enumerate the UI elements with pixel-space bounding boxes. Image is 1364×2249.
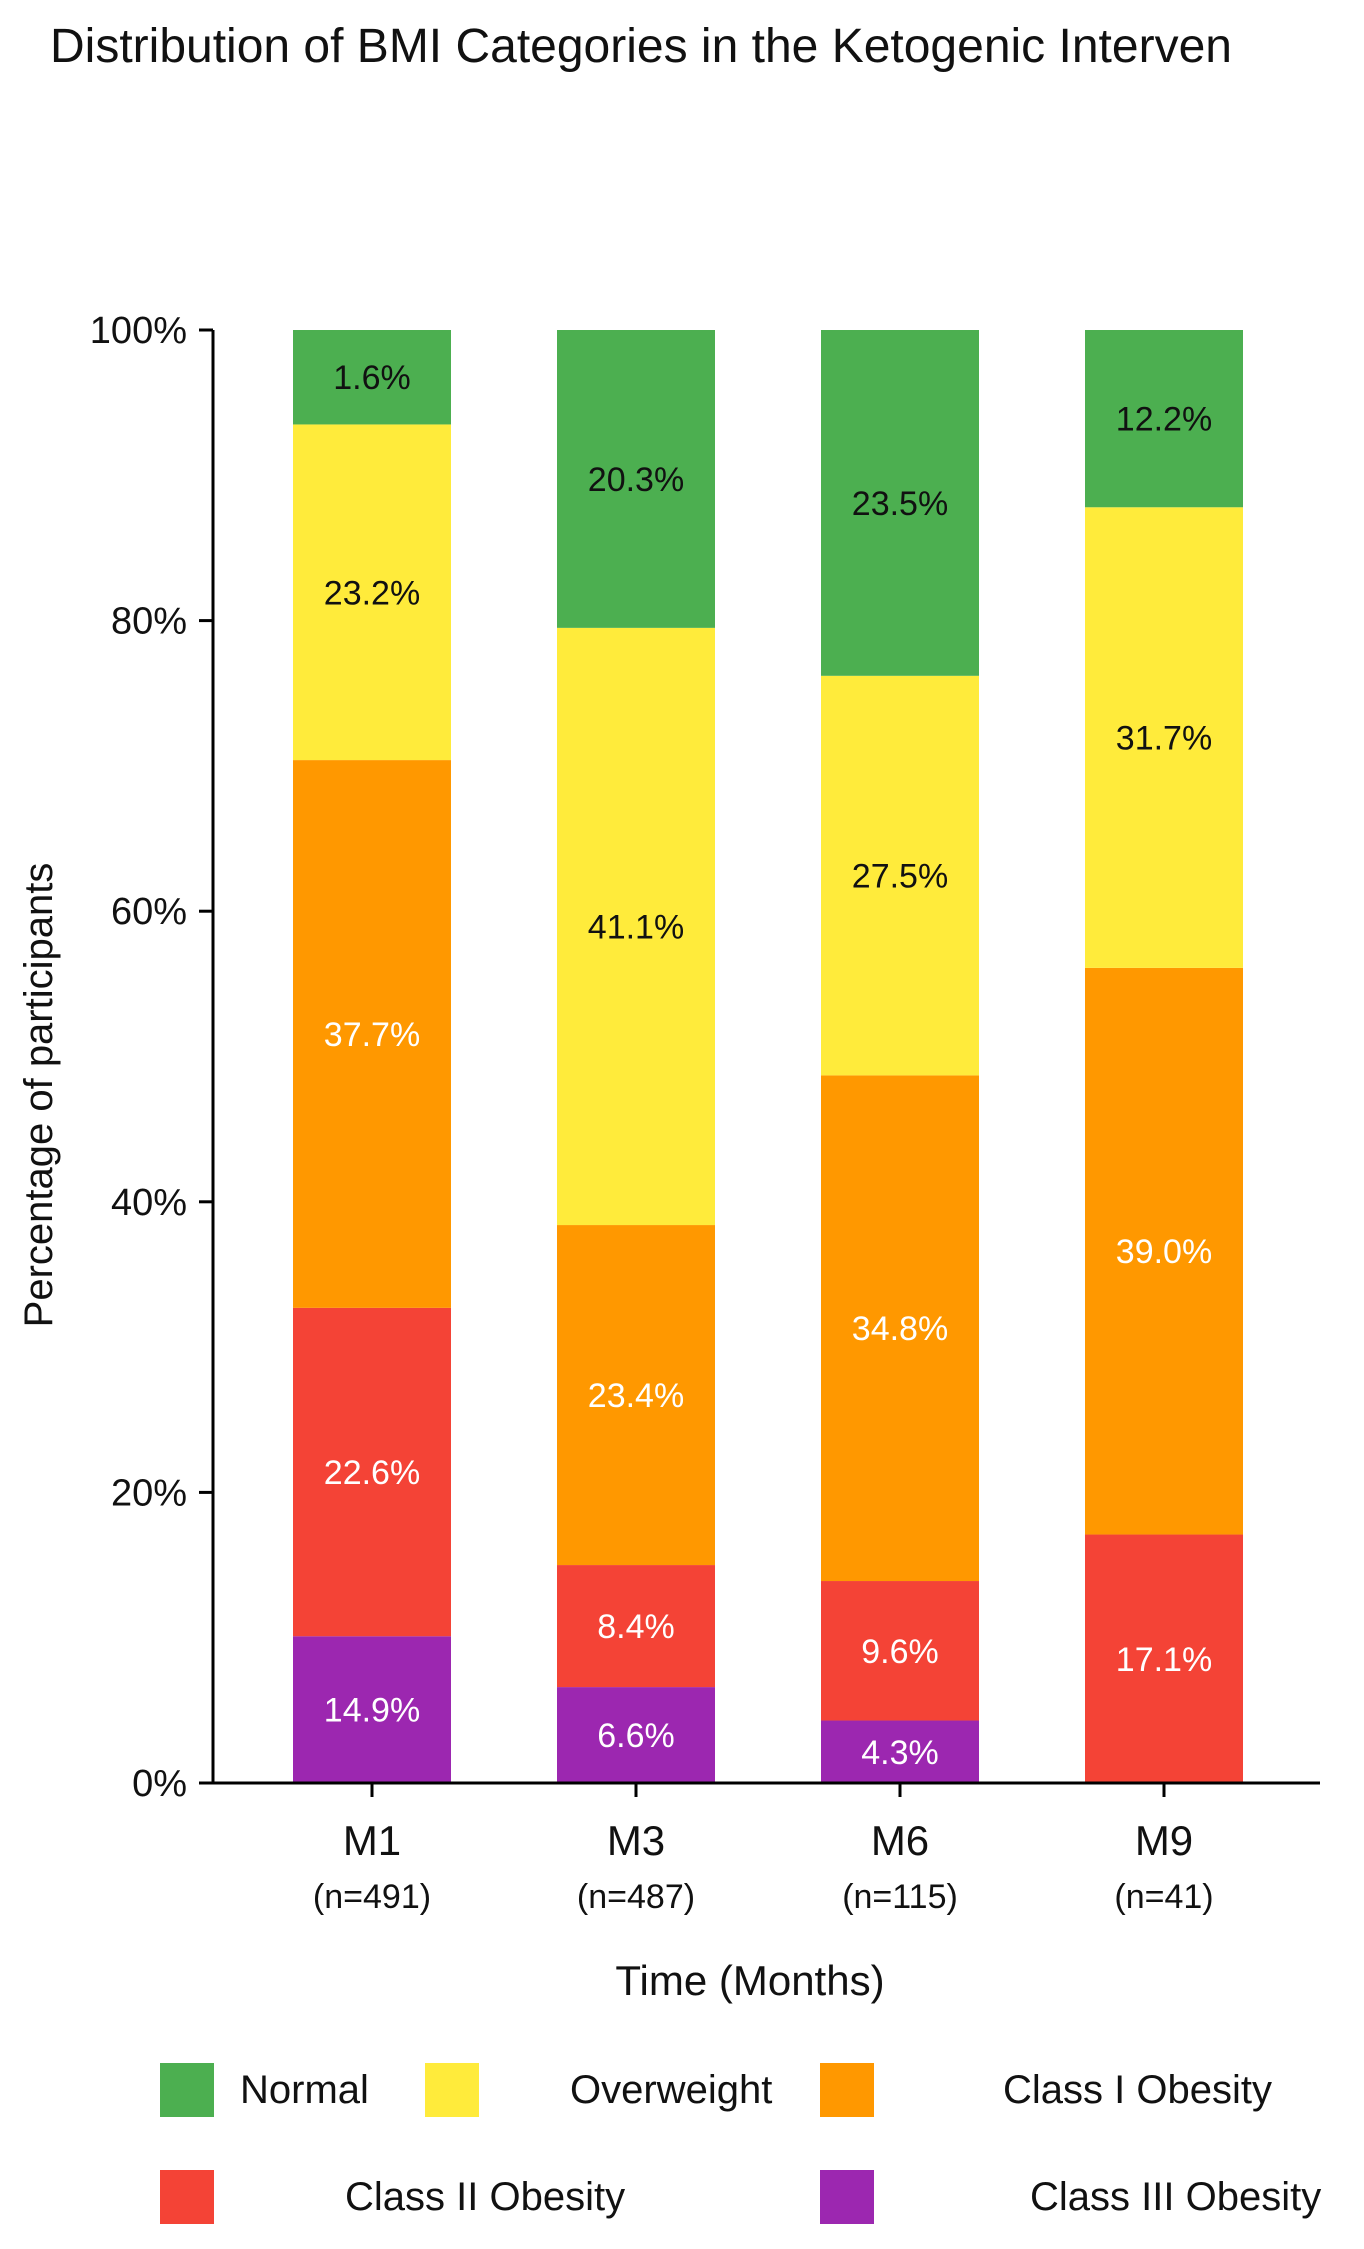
x-tick-sublabel-m3: (n=487)	[577, 1878, 695, 1916]
bar-segment-m1-normal	[293, 330, 451, 425]
legend-label-overweight: Overweight	[570, 2068, 772, 2112]
data-label-m9-class-ii-obesity: 17.1%	[1116, 1641, 1212, 1679]
bar-segment-m6-class-i-obesity	[821, 1075, 979, 1582]
chart-title: Distribution of BMI Categories in the Ke…	[50, 20, 1232, 73]
legend-label-class-iii-obesity: Class III Obesity	[1030, 2175, 1321, 2219]
legend-label-normal: Normal	[240, 2068, 369, 2112]
bar-segment-m9-class-i-obesity	[1085, 967, 1243, 1535]
bar-segment-m6-overweight	[821, 675, 979, 1076]
data-label-m6-normal: 23.5%	[852, 485, 948, 523]
data-label-m9-overweight: 31.7%	[1116, 720, 1212, 758]
y-tick-label: 40%	[111, 1182, 187, 1224]
bar-segment-m9-overweight	[1085, 507, 1243, 968]
legend-swatch-class-i-obesity	[820, 2063, 874, 2117]
data-label-m3-class-ii-obesity: 8.4%	[597, 1608, 675, 1646]
data-label-m1-class-i-obesity: 37.7%	[324, 1016, 420, 1054]
data-label-m9-normal: 12.2%	[1116, 401, 1212, 439]
data-label-m1-overweight: 23.2%	[324, 574, 420, 612]
legend: Normal Overweight Class I Obesity Class II …	[160, 2063, 1321, 2224]
bars-group: 14.9% 22.6% 37.7% 23.2% 1.6% 6.6% 8.4% 23.4% 41.…	[293, 330, 1243, 1783]
bar-segment-m1-class-i-obesity	[293, 760, 451, 1308]
data-label-m1-class-ii-obesity: 22.6%	[324, 1454, 420, 1492]
legend-swatch-class-ii-obesity	[160, 2170, 214, 2224]
data-label-m6-class-i-obesity: 34.8%	[852, 1310, 948, 1348]
y-tick-label: 100%	[90, 310, 187, 352]
data-label-m9-class-i-obesity: 39.0%	[1116, 1233, 1212, 1271]
legend-swatch-class-iii-obesity	[820, 2170, 874, 2224]
bar-segment-m3-normal	[557, 330, 715, 628]
legend-label-class-ii-obesity: Class II Obesity	[345, 2175, 625, 2219]
data-label-m3-class-i-obesity: 23.4%	[588, 1377, 684, 1415]
bar-segment-m3-class-i-obesity	[557, 1225, 715, 1566]
bar-segment-m1-overweight	[293, 424, 451, 761]
y-tick-label: 80%	[111, 601, 187, 643]
bar-segment-m3-class-iii-obesity	[557, 1687, 715, 1783]
data-label-m6-class-iii-obesity: 4.3%	[861, 1734, 939, 1772]
data-label-m3-class-iii-obesity: 6.6%	[597, 1717, 675, 1755]
y-tick-label: 60%	[111, 891, 187, 933]
legend-label-class-i-obesity: Class I Obesity	[1003, 2068, 1272, 2112]
bar-segment-m6-normal	[821, 330, 979, 676]
y-axis-label: Percentage of participants	[17, 863, 61, 1328]
y-tick-label: 0%	[132, 1763, 187, 1805]
data-label-m3-normal: 20.3%	[588, 461, 684, 499]
data-label-m1-normal: 1.6%	[333, 359, 411, 397]
legend-swatch-normal	[160, 2063, 214, 2117]
x-tick-sublabel-m6: (n=115)	[842, 1878, 958, 1916]
data-label-m6-overweight: 27.5%	[852, 858, 948, 896]
bar-segment-m9-normal	[1085, 330, 1243, 508]
legend-swatch-overweight	[425, 2063, 479, 2117]
x-tick-label-m6: M6	[871, 1817, 929, 1864]
x-tick-label-m1: M1	[343, 1817, 401, 1864]
bar-segment-m1-class-iii-obesity	[293, 1636, 451, 1783]
x-tick-label-m3: M3	[607, 1817, 665, 1864]
data-label-m6-class-ii-obesity: 9.6%	[861, 1633, 939, 1671]
x-tick-sublabel-m1: (n=491)	[313, 1878, 431, 1916]
data-label-m3-overweight: 41.1%	[588, 908, 684, 946]
y-tick-label: 20%	[111, 1472, 187, 1514]
bar-segment-m6-class-ii-obesity	[821, 1581, 979, 1721]
bar-segment-m9-class-ii-obesity	[1085, 1534, 1243, 1783]
bar-segment-m3-class-ii-obesity	[557, 1565, 715, 1688]
axes-group: 0% 20% 40% 60% 80% 100% M1 (n=491) M3 (n=487) M6 (n…	[90, 310, 1320, 1916]
bar-segment-m1-class-ii-obesity	[293, 1307, 451, 1637]
x-axis-label: Time (Months)	[615, 1957, 884, 2004]
bar-segment-m6-class-iii-obesity	[821, 1720, 979, 1783]
bar-segment-m3-overweight	[557, 627, 715, 1226]
x-tick-sublabel-m9: (n=41)	[1114, 1878, 1213, 1916]
x-tick-label-m9: M9	[1135, 1817, 1193, 1864]
data-label-m1-class-iii-obesity: 14.9%	[324, 1692, 420, 1730]
